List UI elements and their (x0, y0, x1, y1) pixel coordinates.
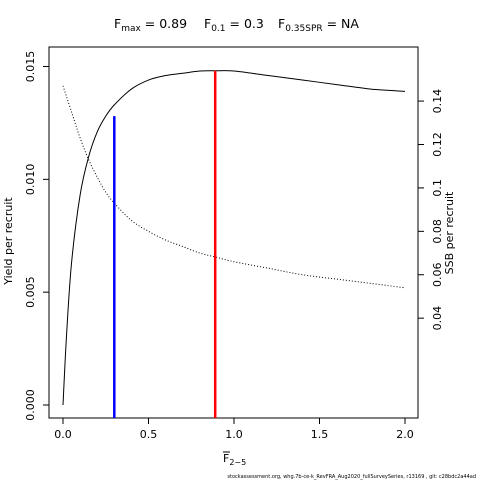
y-right-tick-label: 0.08 (431, 219, 444, 244)
y-left-tick-label: 0.015 (24, 51, 37, 83)
footer-text: stockassessment.org, whg.7b-ce-k_RevFRA_… (227, 474, 476, 480)
f01-value: = 0.3 (226, 16, 264, 31)
x-tick-label: 2.0 (396, 428, 414, 441)
ssb-per-recruit-curve (62, 85, 406, 289)
chart-title: Fmax = 0.89 F0.1 = 0.3 F0.35SPR = NA (114, 16, 359, 34)
fspr-label: F (278, 16, 285, 31)
y-right-tick-label: 0.06 (431, 262, 444, 287)
fmax-value: = 0.89 (141, 16, 187, 31)
fspr-value: = NA (323, 16, 360, 31)
f01-sub: 0.1 (211, 24, 225, 34)
svg-text:F0.1 = 0.3: F0.1 = 0.3 (204, 16, 264, 34)
x-tick-label: 0.5 (140, 428, 158, 441)
axes-group: 0.0 0.5 1.0 1.5 2.0 0.000 0.005 0.010 0.015 0.04 0… (24, 51, 444, 441)
x-tick-label: 1.5 (311, 428, 329, 441)
y-right-tick-label: 0.14 (431, 89, 444, 114)
svg-text:Fmax = 0.89: Fmax = 0.89 (114, 16, 187, 34)
plot-frame (48, 46, 419, 419)
x-axis-label-sub: 2−5 (229, 458, 246, 467)
ypr-curve (62, 70, 406, 406)
y-right-tick-label: 0.12 (431, 132, 444, 157)
x-tick-label: 0.0 (54, 428, 72, 441)
y-axis-right-label: SSB per recruit (443, 191, 456, 274)
f01-label: F (204, 16, 211, 31)
fmax-sub: max (121, 24, 141, 34)
svg-text:F2−5: F2−5 (223, 452, 246, 467)
y-left-tick-label: 0.000 (24, 389, 37, 421)
y-left-tick-label: 0.005 (24, 276, 37, 308)
fmax-label: F (114, 16, 121, 31)
reference-lines-group (113, 70, 217, 418)
y-right-tick-label: 0.04 (431, 306, 444, 331)
x-tick-label: 1.0 (225, 428, 243, 441)
series-group (62, 70, 406, 406)
y-axis-left-label: Yield per recruit (2, 197, 15, 286)
svg-text:F0.35SPR = NA: F0.35SPR = NA (278, 16, 359, 34)
fspr-sub: 0.35SPR (285, 24, 322, 34)
x-axis-label: F2−5 (223, 451, 246, 467)
y-left-tick-label: 0.010 (24, 164, 37, 196)
x-axis-label-base: F (223, 452, 229, 465)
y-right-tick-label: 0.1 (431, 179, 444, 197)
